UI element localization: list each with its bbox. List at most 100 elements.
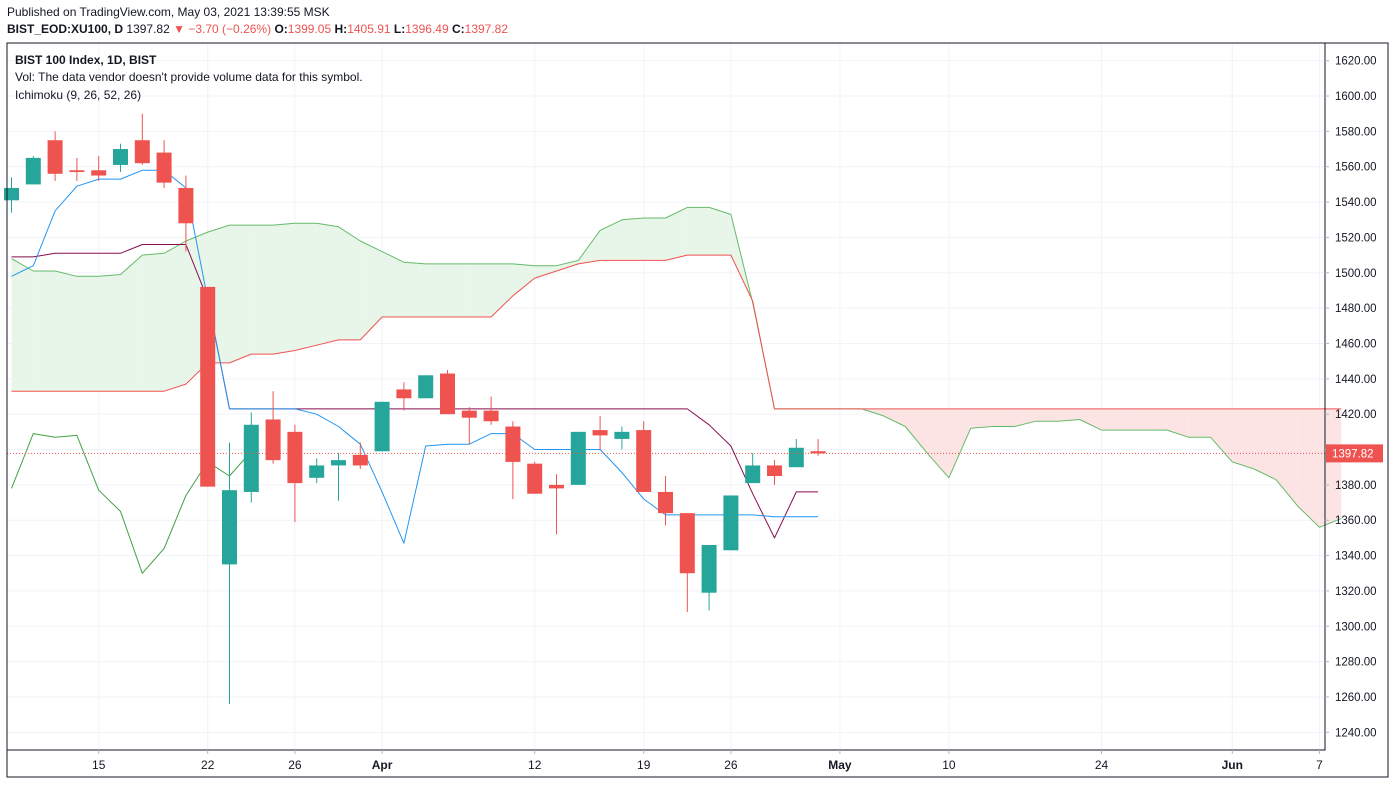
candle-body bbox=[723, 495, 739, 551]
candle-body bbox=[483, 410, 499, 422]
candle-body bbox=[461, 410, 477, 418]
candle bbox=[25, 156, 41, 185]
cloud-segment bbox=[403, 262, 426, 317]
candle bbox=[47, 131, 63, 181]
candle-body bbox=[374, 401, 390, 452]
y-tick-label: 1380.00 bbox=[1335, 480, 1377, 492]
candle bbox=[679, 513, 695, 613]
cloud-segment bbox=[491, 263, 513, 317]
candle-body bbox=[745, 465, 761, 484]
x-tick-label: 19 bbox=[637, 758, 651, 772]
open-value: 1399.05 bbox=[287, 22, 332, 36]
cloud-segment bbox=[33, 271, 56, 392]
y-tick-label: 1600.00 bbox=[1335, 91, 1377, 103]
cloud-segment bbox=[534, 265, 557, 279]
x-tick-label: 26 bbox=[288, 758, 302, 772]
candle-body bbox=[788, 447, 804, 468]
candle bbox=[810, 439, 826, 456]
candle-body bbox=[614, 431, 630, 439]
candle-body bbox=[4, 187, 19, 201]
cloud-segment bbox=[1210, 408, 1233, 462]
x-tick-label: 12 bbox=[528, 758, 542, 772]
candle bbox=[331, 453, 346, 501]
cloud-segment bbox=[687, 207, 710, 256]
candle bbox=[4, 177, 19, 213]
y-tick-label: 1620.00 bbox=[1335, 56, 1377, 68]
candle-body bbox=[440, 373, 455, 415]
y-tick-label: 1460.00 bbox=[1335, 338, 1377, 350]
candle-body bbox=[549, 484, 564, 489]
y-tick-label: 1520.00 bbox=[1335, 232, 1377, 244]
cloud-segment bbox=[512, 263, 535, 296]
cloud-segment bbox=[1254, 408, 1276, 480]
lagging-span-line bbox=[11, 433, 252, 574]
y-tick-label: 1440.00 bbox=[1335, 374, 1377, 386]
cloud-segment bbox=[55, 271, 77, 392]
cloud-segment bbox=[578, 230, 601, 264]
candle-body bbox=[331, 460, 346, 466]
last-price-badge bbox=[1326, 444, 1383, 463]
cloud-segment bbox=[1123, 408, 1146, 431]
candle bbox=[265, 391, 281, 464]
candle-body bbox=[200, 286, 216, 487]
last-price-badge-label: 1397.82 bbox=[1332, 448, 1374, 460]
candle bbox=[200, 286, 216, 487]
time-axis[interactable]: 15 22 26 Apr 12 19 26 May 10 24 Jun 7 bbox=[92, 750, 1323, 772]
candle-body bbox=[69, 170, 85, 173]
candle-body bbox=[134, 140, 150, 164]
candle bbox=[440, 369, 455, 415]
candle-body bbox=[418, 375, 434, 399]
kijun-sen-line bbox=[11, 244, 819, 539]
candle bbox=[222, 442, 237, 705]
cloud-segment bbox=[1232, 408, 1255, 469]
candle bbox=[156, 140, 172, 188]
candle-body bbox=[178, 187, 194, 224]
candle-body bbox=[636, 430, 652, 492]
cloud-segment bbox=[447, 263, 470, 317]
cloud-segment bbox=[643, 218, 666, 261]
candle bbox=[134, 113, 150, 165]
candle-body bbox=[91, 170, 107, 176]
y-tick-label: 1300.00 bbox=[1335, 621, 1377, 633]
candle-body bbox=[810, 451, 826, 454]
symbol-label[interactable]: BIST_EOD:XU100, D bbox=[7, 22, 124, 36]
candle-body bbox=[767, 465, 782, 477]
legend-volume-note: Vol: The data vendor doesn't provide vol… bbox=[15, 70, 363, 84]
cloud-segment bbox=[883, 408, 906, 427]
cloud-segment bbox=[1275, 408, 1298, 507]
candle-body bbox=[113, 149, 128, 165]
candle bbox=[374, 401, 390, 452]
candle-body bbox=[570, 431, 586, 485]
cloud-segment bbox=[425, 263, 448, 317]
cloud-segment bbox=[294, 223, 317, 351]
candle bbox=[178, 175, 194, 252]
cloud-segment bbox=[469, 263, 492, 317]
legend-title[interactable]: BIST 100 Index, 1D, BIST bbox=[15, 53, 157, 67]
candle bbox=[636, 421, 652, 492]
candle bbox=[352, 442, 368, 469]
candle-body bbox=[352, 454, 368, 466]
cloud-segment bbox=[905, 408, 928, 454]
candle bbox=[287, 424, 303, 522]
price-axis[interactable]: 1620.00 1600.00 1580.00 1560.00 1540.00 1520.… bbox=[1325, 56, 1383, 740]
candle-body bbox=[309, 465, 325, 478]
x-tick-label: 24 bbox=[1095, 758, 1109, 772]
cloud-segment bbox=[665, 207, 688, 261]
cloud-segment bbox=[1166, 408, 1189, 438]
candle bbox=[69, 157, 85, 181]
candle-body bbox=[265, 419, 281, 461]
last-price: 1397.82 bbox=[126, 22, 170, 36]
candle-body bbox=[243, 424, 259, 492]
candle-body bbox=[658, 491, 673, 514]
close-label: C: bbox=[451, 22, 465, 36]
y-tick-label: 1360.00 bbox=[1335, 515, 1377, 527]
cloud-segment bbox=[1036, 408, 1058, 422]
low-label: L: bbox=[393, 22, 406, 36]
candle-body bbox=[679, 513, 695, 574]
published-note: Published on TradingView.com, May 03, 20… bbox=[7, 5, 330, 19]
legend-indicator[interactable]: Ichimoku (9, 26, 52, 26) bbox=[15, 88, 142, 102]
candle bbox=[483, 396, 499, 425]
quote-bar: BIST_EOD:XU100, D 1397.82 ▼ −3.70 (−0.26… bbox=[7, 22, 508, 36]
cloud-segment bbox=[1297, 408, 1320, 528]
